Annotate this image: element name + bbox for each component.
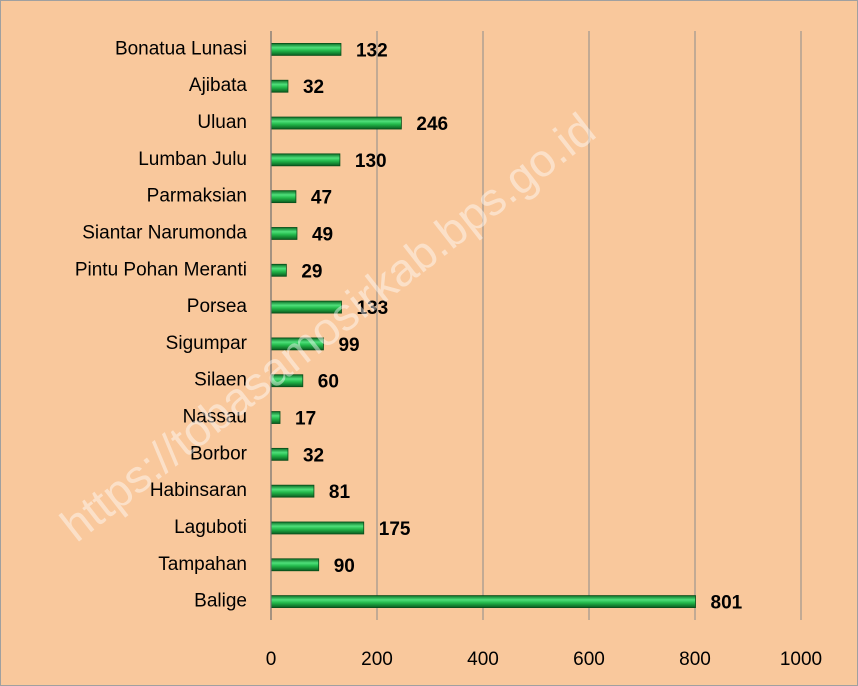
value-label: 90 [334, 556, 355, 577]
y-tick-label: Habinsaran [150, 480, 247, 501]
x-tick-label: 400 [467, 649, 499, 670]
bar [270, 153, 341, 167]
value-label: 17 [295, 409, 316, 430]
value-label: 133 [356, 298, 388, 319]
bar [270, 558, 320, 572]
value-label: 32 [303, 77, 324, 98]
bar [270, 116, 402, 130]
bar [270, 595, 696, 608]
y-tick-label: Nassau [183, 407, 247, 428]
bar [270, 521, 365, 535]
value-label: 246 [416, 114, 448, 135]
value-label: 801 [711, 593, 743, 614]
y-tick-label: Balige [194, 591, 247, 612]
value-label: 29 [301, 261, 322, 282]
y-tick-label: Silaen [194, 370, 247, 391]
value-label: 175 [379, 519, 411, 540]
value-label: 99 [338, 335, 359, 356]
value-label: 47 [311, 188, 332, 209]
bar [270, 411, 281, 424]
x-tick-label: 1000 [780, 649, 822, 670]
value-label: 132 [356, 40, 388, 61]
y-tick-label: Tampahan [158, 554, 247, 575]
value-label: 130 [355, 151, 387, 172]
y-tick-label: Bonatua Lunasi [115, 38, 247, 59]
bar [270, 447, 289, 461]
x-tick-label: 800 [679, 649, 711, 670]
value-label: 49 [312, 224, 333, 245]
y-tick-label: Ajibata [189, 75, 248, 96]
x-tick-label: 200 [361, 649, 393, 670]
x-tick-label: 0 [266, 649, 277, 670]
bar [270, 79, 289, 93]
bar [270, 484, 315, 498]
x-tick-label: 600 [573, 649, 605, 670]
bar [270, 263, 287, 277]
bar [270, 190, 297, 204]
y-tick-label: Borbor [190, 443, 248, 464]
y-tick-label: Porsea [187, 296, 248, 317]
bar [270, 43, 342, 56]
bar [270, 227, 298, 240]
value-label: 32 [303, 445, 324, 466]
y-tick-label: Laguboti [174, 517, 247, 538]
value-label: 81 [329, 482, 351, 503]
y-tick-label: Siantar Narumonda [82, 222, 247, 243]
value-label: 60 [318, 372, 339, 393]
y-tick-label: Uluan [197, 112, 247, 133]
y-tick-label: Parmaksian [147, 186, 247, 207]
y-tick-label: Sigumpar [166, 333, 248, 354]
y-tick-label: Lumban Julu [138, 149, 247, 170]
y-tick-label: Pintu Pohan Meranti [75, 259, 247, 280]
